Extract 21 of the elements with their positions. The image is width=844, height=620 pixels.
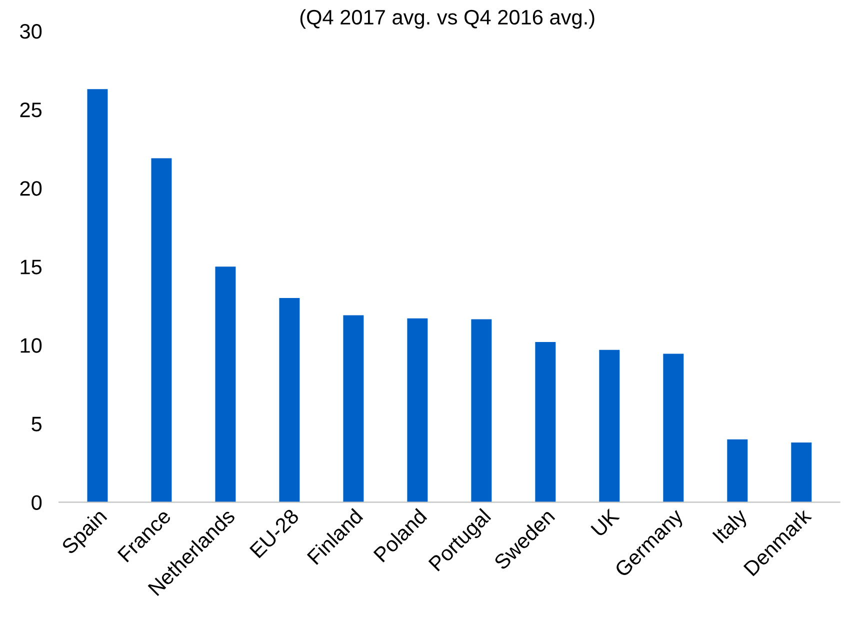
bar <box>663 354 684 502</box>
bar <box>535 342 556 502</box>
y-tick-label: 25 <box>20 102 42 118</box>
y-tick-label: 0 <box>32 495 42 510</box>
bar <box>599 350 620 502</box>
y-tick-label: 10 <box>20 338 42 353</box>
bar <box>343 315 364 502</box>
bar <box>471 319 492 502</box>
chart-subtitle: (Q4 2017 avg. vs Q4 2016 avg.) <box>300 9 594 29</box>
bar <box>791 442 812 502</box>
bar <box>87 89 108 502</box>
x-tick-label: Italy <box>712 507 752 546</box>
bar <box>151 158 172 502</box>
bar <box>215 266 236 502</box>
bar <box>279 298 300 502</box>
y-tick-label: 20 <box>20 181 42 196</box>
bar <box>407 318 428 502</box>
y-tick-label: 5 <box>32 416 42 432</box>
bar <box>727 439 748 502</box>
y-tick-label: 15 <box>20 260 42 274</box>
y-tick-label: 30 <box>20 24 42 39</box>
